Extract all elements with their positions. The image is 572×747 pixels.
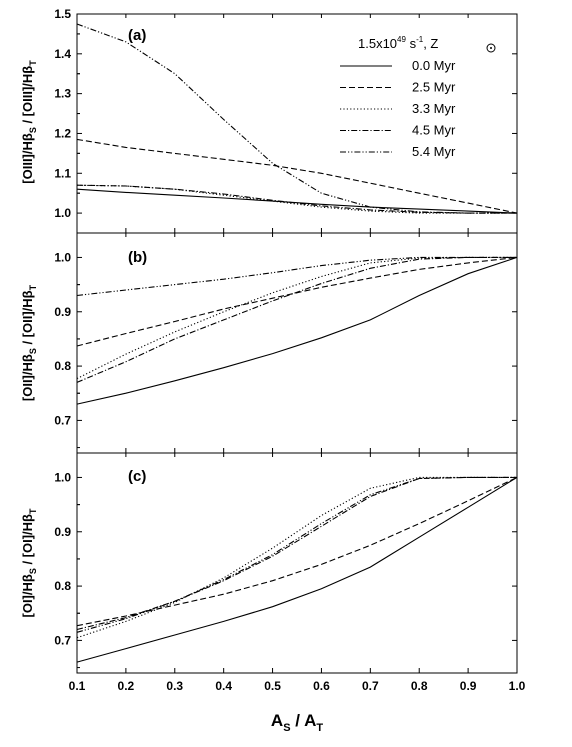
series-line-4-5-myr — [76, 184, 517, 214]
y-tick-label: 0.8 — [54, 359, 71, 373]
x-tick-label: 0.1 — [69, 679, 86, 693]
series-line-2-5-myr — [76, 256, 518, 347]
x-tick-label: 1.0 — [509, 679, 526, 693]
y-tick-label: 1.2 — [54, 126, 71, 140]
panel-c-lines — [76, 476, 518, 663]
y-tick-label: 1.3 — [54, 87, 71, 101]
panel-b-ylabel: [OII]/HβS / [OII]/HβT — [20, 284, 38, 401]
legend-label: 0.0 Myr — [412, 58, 456, 73]
y-tick-label: 1.0 — [54, 470, 71, 484]
panel-b-lines — [76, 256, 518, 405]
x-tick-label: 0.9 — [460, 679, 477, 693]
panel-c-ylabel: [OI]/HβS / [OI]/HβT — [20, 508, 38, 618]
y-tick-label: 0.8 — [54, 579, 71, 593]
x-tick-labels: 0.1 0.2 0.3 0.4 0.5 0.6 0.7 0.8 0.9 1.0 — [69, 679, 526, 693]
panel-c-ticks: 0.7 0.8 0.9 1.0 — [54, 453, 518, 673]
series-line-0-0-myr — [76, 256, 518, 405]
y-tick-label: 0.9 — [54, 525, 71, 539]
panel-a-ticks: 1.0 1.1 1.2 1.3 1.4 1.5 — [54, 7, 518, 233]
x-tick-label: 0.3 — [166, 679, 183, 693]
y-tick-label: 0.9 — [54, 305, 71, 319]
panel-a-ylabel: [OIII]/HβS / [OIII]/HβT — [20, 60, 38, 184]
x-tick-label: 0.2 — [118, 679, 135, 693]
x-tick-label: 0.8 — [411, 679, 428, 693]
legend-title: 1.5x1049 s-1, Z — [358, 35, 438, 51]
panel-b-label: (b) — [128, 249, 147, 266]
panel-c: 0.7 0.8 0.9 1.0 (c) [OI]/HβS / [OI]/HβT — [20, 452, 518, 674]
series-line-4-5-myr — [76, 256, 517, 383]
series-line-5-4-myr — [76, 256, 517, 297]
series-line-2-5-myr — [76, 138, 518, 214]
panel-a: 1.0 1.1 1.2 1.3 1.4 1.5 (a) [OIII]/HβS / [OII… — [20, 7, 518, 234]
panel-c-frame — [76, 452, 518, 674]
x-tick-label: 0.6 — [313, 679, 330, 693]
legend: 1.5x1049 s-1, Z 0.0 Myr 2.5 Myr 3.3 Myr 4.5… — [340, 35, 496, 159]
panel-b: 0.7 0.8 0.9 1.0 (b) [OII]/HβS / [OII]/HβT — [20, 232, 518, 454]
legend-entries: 0.0 Myr 2.5 Myr 3.3 Myr 4.5 Myr 5.4 Myr — [340, 58, 456, 159]
sun-icon — [486, 43, 496, 53]
panel-a-lines — [76, 23, 518, 214]
y-tick-label: 0.7 — [54, 413, 71, 427]
series-line-3-3-myr — [76, 476, 517, 639]
legend-label: 3.3 Myr — [412, 101, 456, 116]
series-line-3-3-myr — [76, 256, 517, 380]
y-tick-label: 1.5 — [54, 7, 71, 21]
y-tick-label: 1.1 — [54, 166, 71, 180]
y-tick-label: 1.4 — [54, 47, 71, 61]
series-line-2-5-myr — [76, 476, 518, 627]
panel-b-ticks: 0.7 0.8 0.9 1.0 — [54, 233, 518, 453]
series-line-5-4-myr — [76, 476, 517, 633]
series-line-0-0-myr — [76, 188, 518, 214]
x-tick-label: 0.5 — [264, 679, 281, 693]
panel-c-label: (c) — [128, 468, 146, 485]
y-tick-label: 0.7 — [54, 633, 71, 647]
panel-a-label: (a) — [128, 27, 146, 44]
x-axis-label: AS / AT — [271, 711, 323, 734]
x-tick-label: 0.4 — [215, 679, 232, 693]
series-line-4-5-myr — [76, 476, 517, 631]
legend-label: 4.5 Myr — [412, 123, 456, 138]
series-line-0-0-myr — [76, 476, 518, 663]
legend-label: 2.5 Myr — [412, 80, 456, 95]
y-tick-label: 1.0 — [54, 250, 71, 264]
series-line-3-3-myr — [76, 184, 517, 214]
x-tick-label: 0.7 — [362, 679, 379, 693]
series-line-5-4-myr — [76, 23, 517, 214]
panel-b-frame — [76, 232, 518, 454]
y-tick-label: 1.0 — [54, 206, 71, 220]
legend-label: 5.4 Myr — [412, 144, 456, 159]
